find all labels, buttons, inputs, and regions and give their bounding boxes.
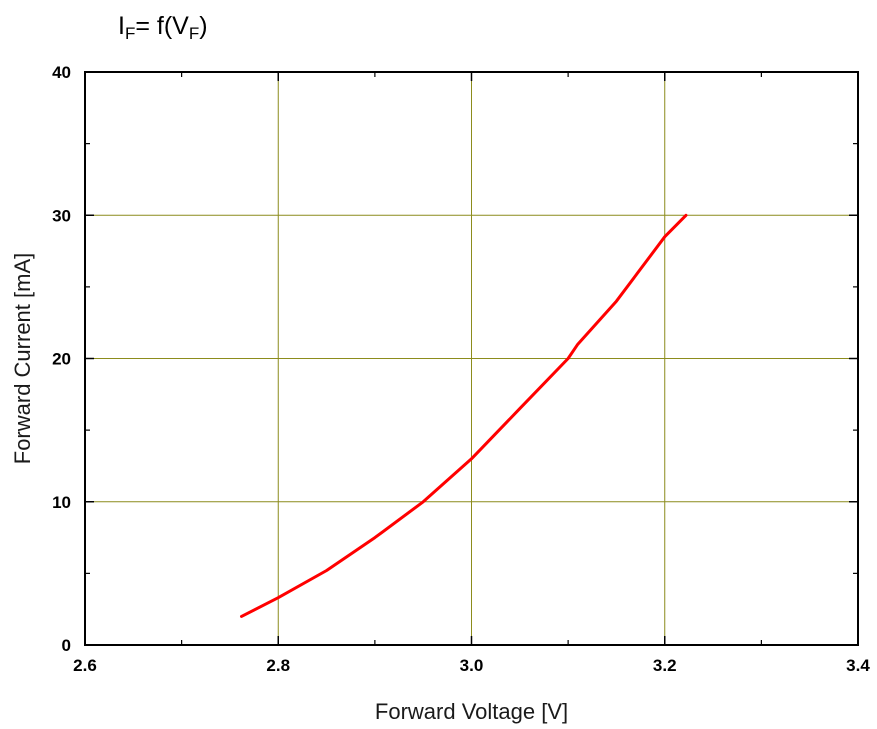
chart-title: IF= f(VF) xyxy=(118,12,208,44)
x-tick-label: 2.8 xyxy=(266,656,290,675)
y-tick-label: 20 xyxy=(52,350,71,369)
title-main-2: = f(V xyxy=(135,12,189,40)
y-tick-label: 10 xyxy=(52,493,71,512)
title-main-1: I xyxy=(118,12,125,40)
x-axis-title: Forward Voltage [V] xyxy=(375,699,568,724)
y-tick-label: 0 xyxy=(62,636,71,655)
tick-labels: 2.6 2.8 3.0 3.2 3.4 0 10 20 30 40 xyxy=(52,63,870,675)
tick-marks xyxy=(84,71,859,646)
series-line xyxy=(240,213,688,618)
y-tick-label: 30 xyxy=(52,206,71,225)
series-layer xyxy=(240,213,688,618)
y-tick-label: 40 xyxy=(52,63,71,82)
y-axis-title: Forward Current [mA] xyxy=(10,253,35,465)
x-tick-label: 3.0 xyxy=(460,656,484,675)
title-sub-1: F xyxy=(124,24,136,43)
grid-lines xyxy=(85,72,858,645)
title-sub-2: F xyxy=(188,24,200,43)
x-tick-label: 3.2 xyxy=(653,656,677,675)
title-main-3: ) xyxy=(199,12,208,40)
x-tick-label: 3.4 xyxy=(846,656,870,675)
x-tick-label: 2.6 xyxy=(73,656,97,675)
